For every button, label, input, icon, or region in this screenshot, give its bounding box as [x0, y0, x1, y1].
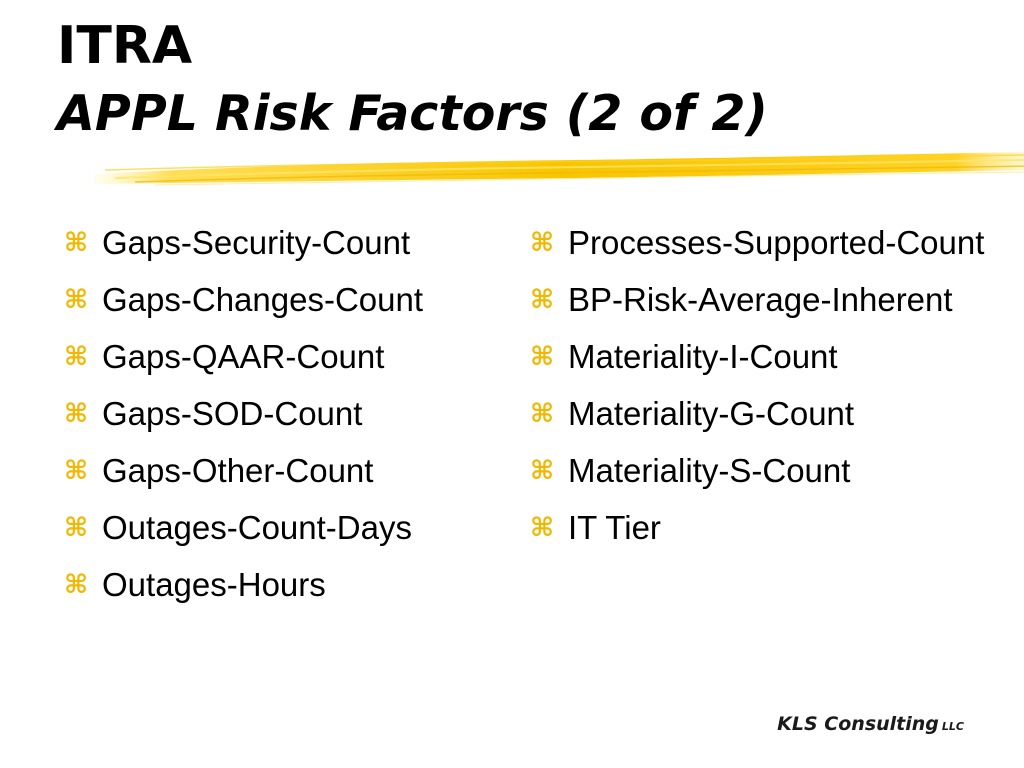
right-bullet-list: ⌘ Processes-Supported-Count ⌘ BP-Risk-Av…	[530, 220, 1000, 562]
company-footer: KLS Consulting LLC	[777, 710, 964, 741]
list-item-label: Gaps-Changes-Count	[102, 281, 424, 318]
list-item: ⌘ IT Tier	[530, 505, 1000, 551]
command-key-icon: ⌘	[64, 456, 89, 486]
list-item-label: Materiality-I-Count	[568, 338, 838, 375]
list-item: ⌘ Gaps-SOD-Count	[64, 391, 504, 437]
list-item: ⌘ Processes-Supported-Count	[530, 220, 1000, 266]
list-item-label: Gaps-Security-Count	[102, 224, 411, 261]
list-item-label: Gaps-SOD-Count	[102, 395, 363, 432]
command-key-icon: ⌘	[530, 228, 555, 258]
list-item: ⌘ Materiality-I-Count	[530, 334, 1000, 380]
slide-subtitle: APPL Risk Factors (2 of 2)	[57, 85, 768, 142]
company-name: KLS Consulting	[777, 713, 939, 735]
list-item-label: Materiality-G-Count	[568, 395, 855, 432]
left-bullet-list: ⌘ Gaps-Security-Count ⌘ Gaps-Changes-Cou…	[64, 220, 504, 619]
command-key-icon: ⌘	[530, 342, 555, 372]
list-item-label: Outages-Count-Days	[102, 509, 412, 546]
command-key-icon: ⌘	[64, 285, 89, 315]
command-key-icon: ⌘	[64, 342, 89, 372]
list-item: ⌘ Outages-Hours	[64, 562, 504, 608]
command-key-icon: ⌘	[64, 228, 89, 258]
list-item: ⌘ Gaps-QAAR-Count	[64, 334, 504, 380]
list-item-label: Outages-Hours	[102, 566, 326, 603]
list-item-label: Gaps-Other-Count	[102, 452, 374, 489]
list-item-label: IT Tier	[568, 509, 661, 546]
command-key-icon: ⌘	[64, 570, 89, 600]
list-item: ⌘ Gaps-Changes-Count	[64, 277, 504, 323]
list-item: ⌘ Outages-Count-Days	[64, 505, 504, 551]
list-item: ⌘ Gaps-Security-Count	[64, 220, 504, 266]
list-item: ⌘ BP-Risk-Average-Inherent	[530, 277, 1000, 323]
list-item: ⌘ Gaps-Other-Count	[64, 448, 504, 494]
command-key-icon: ⌘	[530, 513, 555, 543]
brush-stroke-underline	[95, 152, 1024, 186]
slide-title: ITRA	[57, 16, 193, 76]
company-suffix: LLC	[941, 720, 964, 733]
list-item-label: Processes-Supported-Count	[568, 224, 985, 261]
list-item: ⌘ Materiality-S-Count	[530, 448, 1000, 494]
command-key-icon: ⌘	[530, 285, 555, 315]
command-key-icon: ⌘	[64, 399, 89, 429]
list-item-label: BP-Risk-Average-Inherent	[568, 281, 953, 318]
list-item-label: Gaps-QAAR-Count	[102, 338, 385, 375]
command-key-icon: ⌘	[530, 399, 555, 429]
command-key-icon: ⌘	[530, 456, 555, 486]
command-key-icon: ⌘	[64, 513, 89, 543]
list-item-label: Materiality-S-Count	[568, 452, 851, 489]
list-item: ⌘ Materiality-G-Count	[530, 391, 1000, 437]
